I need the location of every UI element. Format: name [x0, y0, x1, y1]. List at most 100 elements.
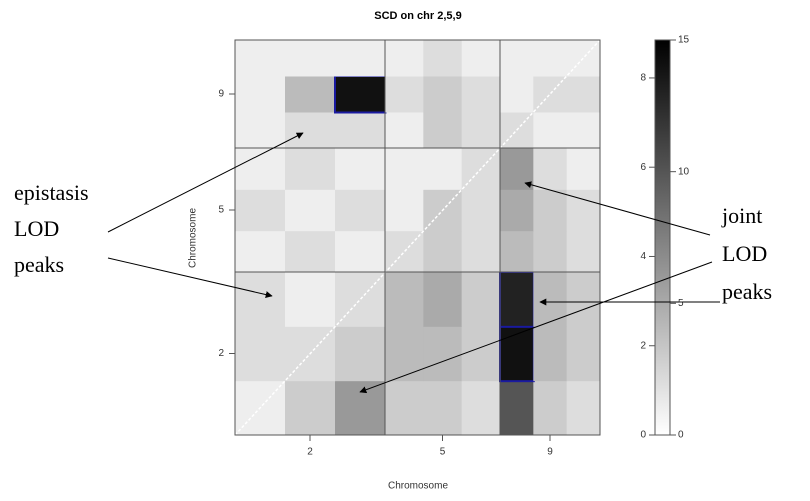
- heatmap-cell: [533, 380, 568, 436]
- heatmap-cell: [500, 380, 534, 436]
- heatmap-cell: [566, 148, 601, 190]
- heatmap-cell: [285, 230, 336, 273]
- heatmap-cell: [235, 326, 286, 382]
- annotation: epistasis: [14, 180, 89, 205]
- heatmap-cell: [533, 230, 568, 273]
- heatmap-cell: [461, 230, 501, 273]
- colorbar-tick-label: 6: [640, 162, 646, 173]
- x-tick-label: 5: [440, 447, 446, 458]
- heatmap-cell: [566, 230, 601, 273]
- heatmap-cell: [566, 272, 601, 327]
- heatmap-cell: [423, 272, 463, 327]
- heatmap-cell: [285, 112, 336, 149]
- heatmap-cell: [533, 148, 568, 190]
- heatmap-cell: [385, 112, 424, 149]
- heatmap-cell: [385, 272, 424, 327]
- plot-frame: [234, 39, 601, 436]
- heatmap-cell: [461, 326, 501, 382]
- heatmap-cell: [461, 272, 501, 327]
- heatmap-cell: [500, 40, 534, 77]
- heatmap-cell: [335, 189, 386, 232]
- heatmap-cell: [235, 76, 286, 113]
- annotation: peaks: [722, 279, 772, 304]
- heatmap-cell: [423, 112, 463, 149]
- heatmap-cell: [461, 76, 501, 113]
- colorbar-tick-label: 5: [678, 298, 684, 309]
- colorbar-tick-label: 10: [678, 166, 690, 177]
- heatmap-cell: [461, 380, 501, 436]
- heatmap-cell: [285, 272, 336, 327]
- annotation: peaks: [14, 252, 64, 277]
- heatmap-cell: [500, 76, 534, 113]
- colorbar-tick-label: 4: [640, 251, 646, 262]
- x-tick-label: 9: [547, 447, 553, 458]
- colorbar: [654, 39, 671, 436]
- heatmap-cell: [499, 325, 535, 383]
- annotation-arrows: [107, 132, 720, 394]
- heatmap-cell: [533, 40, 568, 77]
- heatmap-cell: [566, 380, 601, 436]
- heatmap: [235, 40, 601, 436]
- chart-title: SCD on chr 2,5,9: [374, 10, 461, 22]
- y-tick-label: 2: [218, 348, 224, 359]
- heatmap-cell: [235, 40, 286, 77]
- heatmap-cell: [533, 272, 568, 327]
- heatmap-cell: [461, 189, 501, 232]
- y-tick-label: 5: [218, 205, 224, 216]
- heatmap-cell: [423, 40, 463, 77]
- y-axis-label: Chromosome: [188, 208, 199, 268]
- heatmap-cell: [423, 380, 463, 436]
- heatmap-cell: [423, 326, 463, 382]
- heatmap-cell: [566, 76, 601, 113]
- heatmap-cell: [533, 326, 568, 382]
- heatmap-cell: [335, 230, 386, 273]
- heatmap-cell: [335, 40, 386, 77]
- colorbar-tick-label: 0: [678, 430, 684, 441]
- heatmap-cell: [385, 40, 424, 77]
- annotation: LOD: [14, 216, 59, 241]
- colorbar-tick-label: 2: [640, 340, 646, 351]
- heatmap-cell: [334, 75, 387, 114]
- heatmap-cell: [385, 148, 424, 190]
- heatmap-cell: [285, 380, 336, 436]
- heatmap-cell: [285, 40, 336, 77]
- heatmap-cell: [566, 112, 601, 149]
- heatmap-cell: [499, 271, 535, 328]
- heatmap-cell: [335, 326, 386, 382]
- colorbar-tick-label: 8: [640, 73, 646, 84]
- x-tick-label: 2: [307, 447, 313, 458]
- heatmap-cell: [423, 76, 463, 113]
- heatmap-cell: [285, 189, 336, 232]
- heatmap-cell: [235, 189, 286, 232]
- annotation: joint: [721, 203, 762, 228]
- heatmap-cell: [385, 380, 424, 436]
- heatmap-cell: [335, 380, 386, 436]
- heatmap-cell: [385, 76, 424, 113]
- heatmap-cell: [335, 148, 386, 190]
- colorbar-tick-label: 15: [678, 35, 690, 46]
- heatmap-cell: [385, 230, 424, 273]
- heatmap-cell: [461, 112, 501, 149]
- annotation: LOD: [722, 241, 767, 266]
- heatmap-cell: [285, 76, 336, 113]
- x-axis-label: Chromosome: [388, 481, 448, 492]
- heatmap-cell: [285, 148, 336, 190]
- colorbar-tick-label: 0: [640, 430, 646, 441]
- heatmap-cell: [335, 112, 386, 149]
- heatmap-cell: [500, 230, 534, 273]
- heatmap-cell: [235, 112, 286, 149]
- heatmap-cell: [423, 230, 463, 273]
- heatmap-cell: [385, 326, 424, 382]
- heatmap-cell: [235, 272, 286, 327]
- heatmap-cell: [566, 189, 601, 232]
- heatmap-cell: [461, 40, 501, 77]
- heatmap-cell: [500, 189, 534, 232]
- heatmap-cell: [566, 326, 601, 382]
- heatmap-cell: [423, 148, 463, 190]
- heatmap-cell: [335, 272, 386, 327]
- y-tick-label: 9: [218, 89, 224, 100]
- heatmap-cell: [235, 230, 286, 273]
- heatmap-cell: [385, 189, 424, 232]
- heatmap-cell: [533, 112, 568, 149]
